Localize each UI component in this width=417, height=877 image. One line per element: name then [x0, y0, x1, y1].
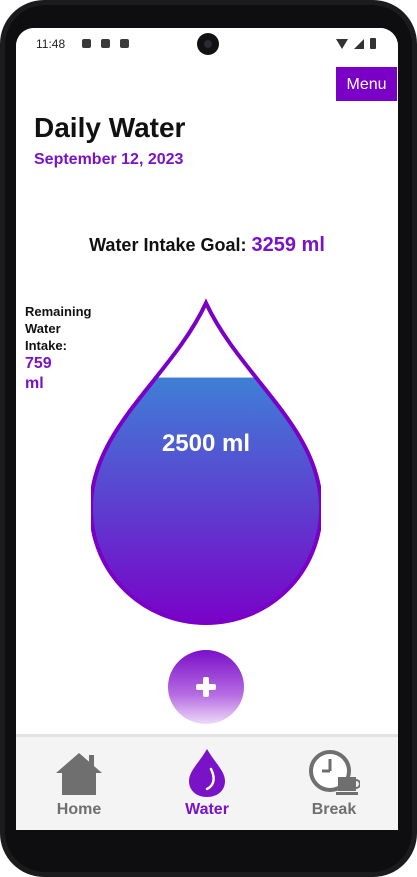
nav-label-home: Home — [56, 801, 102, 818]
bottom-navigation: Home Water Break — [16, 734, 398, 830]
add-water-button[interactable] — [168, 650, 244, 724]
plus-icon-vertical — [203, 677, 209, 697]
nav-item-home[interactable]: Home — [19, 737, 139, 830]
app-screen: 11:48 Menu Daily Water September 12, 202… — [16, 28, 398, 830]
water-drop-svg — [88, 298, 324, 626]
battery-icon — [370, 38, 376, 49]
water-drop-gauge: 2500 ml — [88, 298, 324, 628]
intake-goal: Water Intake Goal: 3259 ml — [16, 234, 398, 257]
front-camera — [197, 33, 219, 55]
current-date: September 12, 2023 — [34, 151, 184, 168]
app-notification-icon — [120, 39, 129, 48]
clock-coffee-icon — [309, 750, 360, 795]
signal-icon — [354, 38, 364, 49]
sim-icon — [101, 39, 110, 48]
current-amount: 2500 ml — [161, 430, 251, 457]
menu-button[interactable]: Menu — [336, 67, 397, 101]
remaining-label: Remaining Water Intake: — [25, 304, 92, 353]
nav-label-break: Break — [311, 801, 357, 818]
status-bar: 11:48 — [16, 28, 398, 62]
remaining-intake: Remaining Water Intake: 759 ml — [25, 303, 105, 394]
home-icon — [56, 753, 102, 795]
nav-item-water[interactable]: Water — [147, 737, 267, 830]
goal-value: 3259 ml — [251, 234, 325, 256]
drop-outline — [88, 298, 324, 626]
page-title: Daily Water — [34, 112, 186, 143]
notification-icon — [82, 39, 91, 48]
nav-item-break[interactable]: Break — [274, 737, 394, 830]
water-fill — [91, 377, 321, 623]
status-time: 11:48 — [36, 37, 66, 51]
goal-label: Water Intake Goal: — [89, 235, 247, 255]
system-icons — [336, 38, 376, 49]
water-drop-icon — [189, 749, 225, 797]
remaining-value: 759 ml — [25, 355, 52, 392]
wifi-icon — [336, 38, 348, 49]
nav-label-water: Water — [185, 801, 229, 818]
